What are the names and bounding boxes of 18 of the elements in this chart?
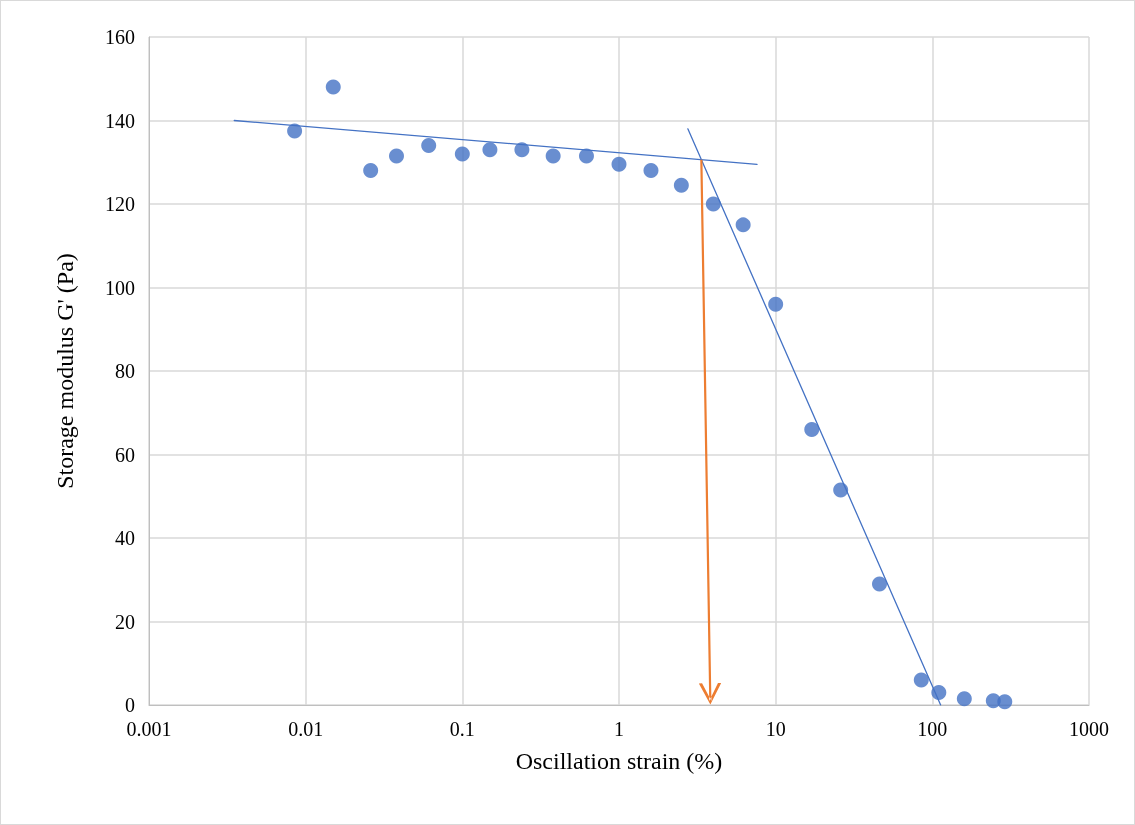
x-tick-label: 0.001 [126,718,172,740]
x-tick-label: 0.01 [288,718,324,740]
x-tick-label: 1000 [1069,718,1109,740]
x-tick-label: 1 [614,718,624,740]
y-tick-label: 100 [105,276,135,299]
y-tick-label: 140 [105,109,135,132]
x-axis-title: Oscillation strain (%) [515,748,723,774]
y-tick-label: 80 [115,360,135,382]
y-tick-label: 160 [105,26,135,48]
y-tick-label: 60 [115,443,135,466]
x-tick-label: 10 [765,718,786,740]
y-tick-label: 20 [115,610,135,633]
y-tick-label: 0 [125,694,135,716]
y-tick-label: 40 [115,527,135,549]
y-axis-title: Storage modulus G' (Pa) [52,253,78,489]
x-tick-label: 0.1 [449,718,475,740]
y-tick-label: 120 [105,193,135,215]
x-tick-label: 100 [917,718,948,740]
